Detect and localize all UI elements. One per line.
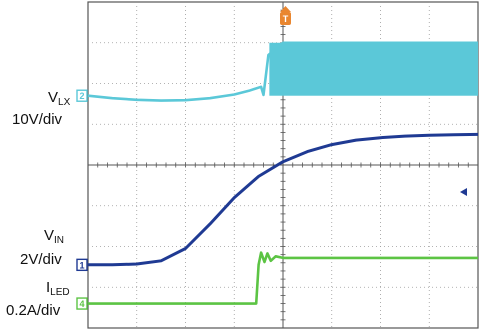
trigger-position-marker: T: [280, 6, 291, 25]
vlx-trace: [87, 41, 478, 102]
vin-ground-marker: [76, 258, 88, 272]
iled-scale-label: 0.2A/div: [6, 302, 61, 319]
vin-label: VIN: [44, 227, 64, 246]
vin-trace: [88, 132, 479, 267]
channel-markers: 2 1 4: [76, 89, 88, 310]
vlx-scale-label: 10V/div: [12, 111, 63, 128]
vlx-switching-band: [269, 42, 478, 96]
iled-ground-marker: [76, 297, 88, 310]
svg-text:T: T: [283, 14, 289, 24]
vin-scale-label: 2V/div: [20, 251, 62, 268]
right-edge-marker: [460, 188, 467, 196]
vlx-label: VLX: [48, 89, 71, 108]
iled-trace: [88, 251, 478, 305]
vin-ground-marker-label: 1: [79, 260, 84, 270]
traces: [87, 41, 479, 305]
iled-label: ILED: [46, 279, 70, 298]
vlx-ground-marker: [76, 89, 88, 102]
vlx-ground-marker-label: 2: [79, 91, 84, 101]
iled-ground-marker-label: 4: [79, 299, 84, 309]
